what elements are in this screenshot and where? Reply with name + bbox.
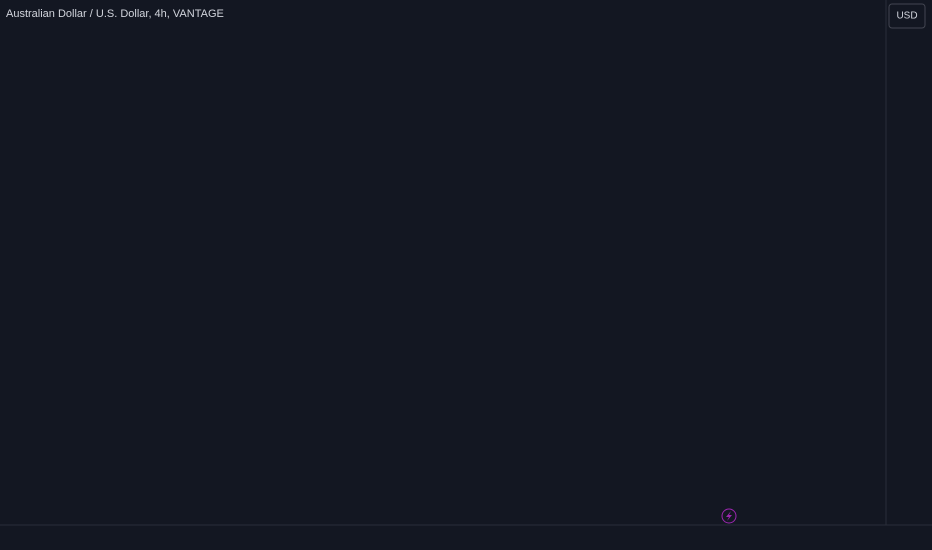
event-icon-bolt (726, 511, 732, 521)
event-icon[interactable] (721, 508, 737, 524)
currency-button[interactable] (888, 3, 926, 29)
chart-title: Australian Dollar / U.S. Dollar, 4h, VAN… (6, 8, 224, 20)
currency-label[interactable]: USD (896, 11, 917, 22)
